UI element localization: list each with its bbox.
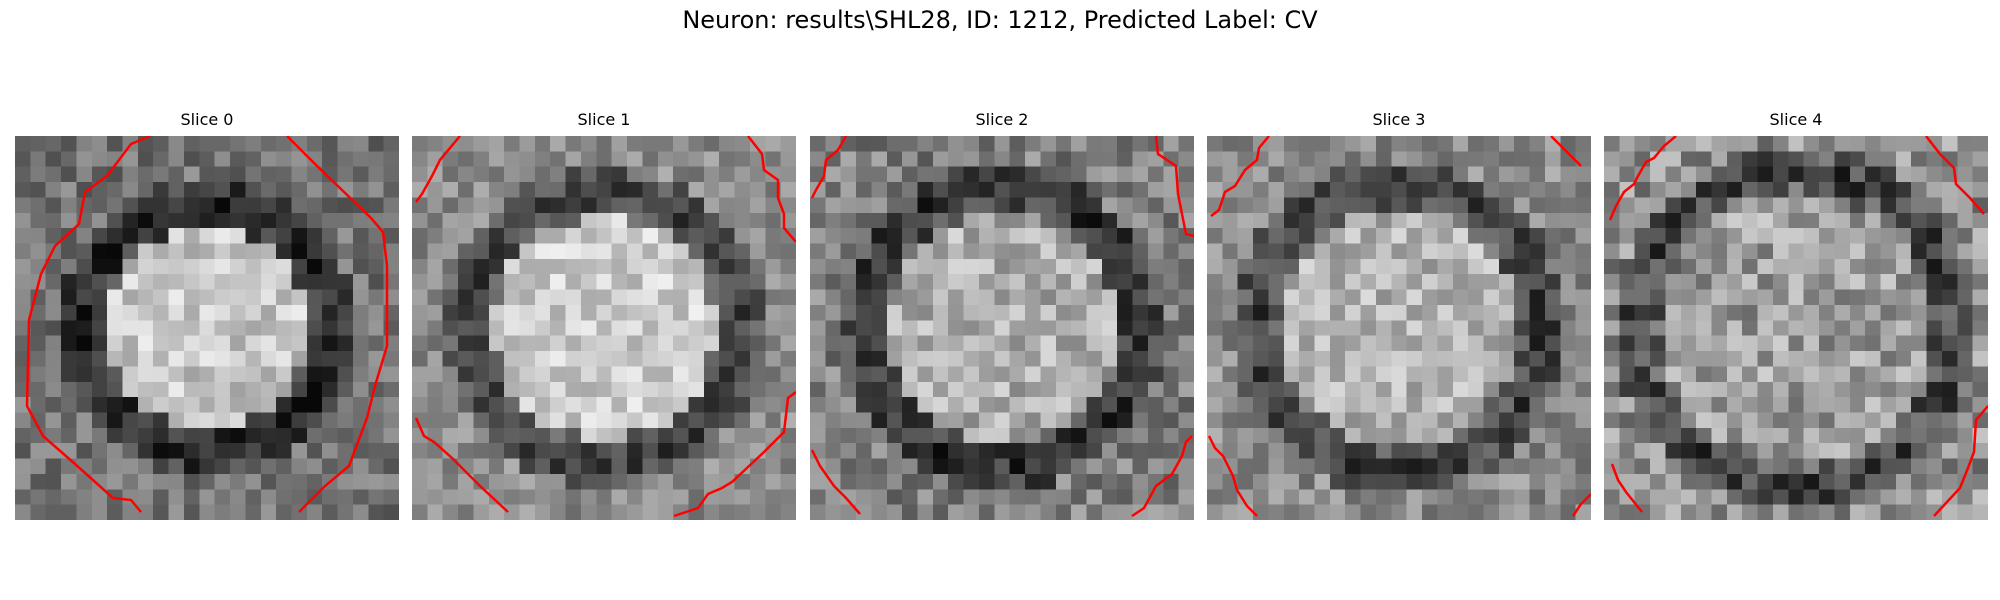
slice-image	[412, 136, 796, 520]
slice-image	[810, 136, 1194, 520]
slice-image	[1207, 136, 1591, 520]
slice-panel-0: Slice 0	[15, 108, 399, 520]
slice-title: Slice 3	[1372, 110, 1426, 129]
slice-panel-4: Slice 4	[1604, 108, 1988, 520]
slice-title: Slice 0	[180, 110, 234, 129]
slice-title: Slice 1	[577, 110, 631, 129]
slice-title: Slice 4	[1769, 110, 1823, 129]
slice-image	[15, 136, 399, 520]
slice-panel-1: Slice 1	[412, 108, 796, 520]
slice-panel-3: Slice 3	[1207, 108, 1591, 520]
slice-title: Slice 2	[975, 110, 1029, 129]
figure-title: Neuron: results\SHL28, ID: 1212, Predict…	[682, 6, 1318, 34]
slice-panel-2: Slice 2	[810, 108, 1194, 520]
slice-image	[1604, 136, 1988, 520]
